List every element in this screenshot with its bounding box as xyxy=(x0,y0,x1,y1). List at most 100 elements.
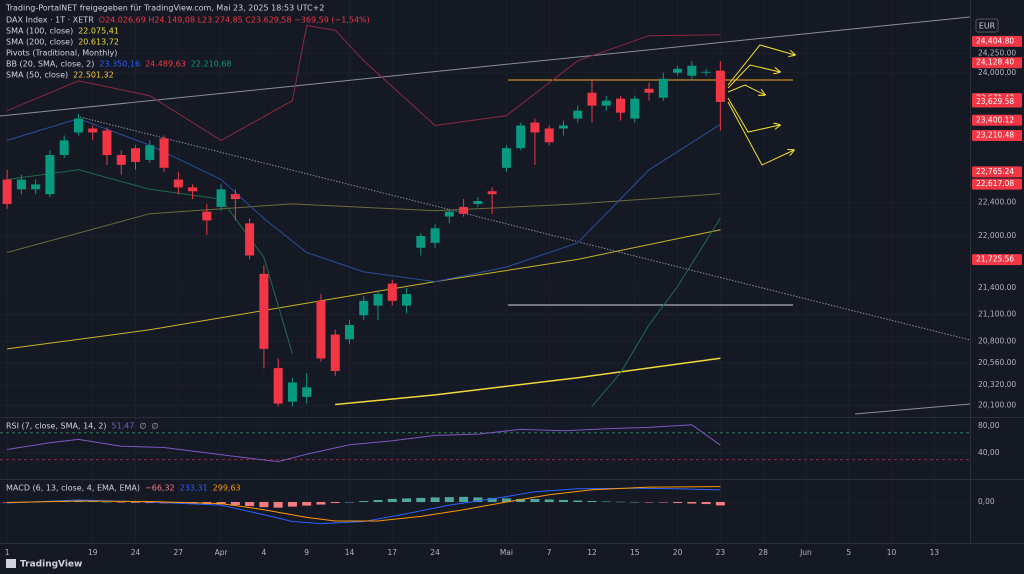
indicator-title: MACD (6, 13, close, 4, EMA, EMA) xyxy=(6,484,140,493)
brand: TradingView xyxy=(20,560,82,570)
x-tick-label: 9 xyxy=(304,548,309,557)
x-tick-label: Mai xyxy=(500,548,513,557)
price-badge-label: 21,725.56 xyxy=(976,255,1014,264)
currency-box xyxy=(975,18,999,33)
candle-body xyxy=(88,128,98,133)
currency: EUR xyxy=(979,22,996,31)
candle-body xyxy=(658,78,668,98)
candle-body xyxy=(630,98,640,119)
histogram-bar xyxy=(402,498,412,503)
candle-body xyxy=(558,125,568,129)
candle-body xyxy=(173,179,183,188)
price-badge-label: 22,617.08 xyxy=(976,179,1014,188)
histogram-bar xyxy=(273,502,283,508)
legend-value: −66,32 xyxy=(145,484,175,493)
arrow xyxy=(727,64,780,89)
candle-body xyxy=(601,100,611,106)
x-tick-label: 13 xyxy=(930,548,940,557)
candle-body xyxy=(116,155,126,165)
overlay-line xyxy=(335,357,721,406)
legend-value: 20.613,72 xyxy=(78,38,119,47)
legend-name: SMA (50, close) xyxy=(6,71,68,80)
histogram-bar xyxy=(131,502,141,503)
y-tick-label: 20,560.00 xyxy=(978,358,1016,367)
histogram-bar xyxy=(673,502,683,504)
x-tick-label: 24 xyxy=(430,548,440,557)
x-tick-label: 4 xyxy=(262,548,267,557)
histogram-bar xyxy=(88,501,98,503)
candle-body xyxy=(259,273,269,349)
candle-body xyxy=(387,283,397,301)
price-badge-label: 23,629.58 xyxy=(976,97,1014,106)
candle-body xyxy=(159,138,169,168)
x-tick-label: 10 xyxy=(887,548,897,557)
brand-logo xyxy=(6,559,16,568)
candle-body xyxy=(31,184,41,190)
trend-line xyxy=(0,16,971,117)
candle-body xyxy=(573,110,583,119)
arrows xyxy=(727,44,795,166)
candle-body xyxy=(544,128,554,143)
price-badge-label: 23,400.12 xyxy=(976,115,1014,124)
histogram-bar xyxy=(359,500,369,503)
legend-value: 22.075,41 xyxy=(78,27,119,36)
histogram-bar xyxy=(230,502,240,506)
histogram-bar xyxy=(501,498,511,503)
symbol: DAX Index · 1T · XETR xyxy=(6,16,94,25)
histogram-bar xyxy=(116,502,126,503)
x-tick-label: 12 xyxy=(587,548,597,557)
candle-body xyxy=(373,294,383,306)
candle-body xyxy=(216,189,226,207)
legend-value: ∅ xyxy=(151,422,158,431)
ohlc-text: O24.026,69 H24.149,08 L23.274,85 C23.629… xyxy=(99,16,370,25)
histogram-bar xyxy=(459,496,469,503)
histogram-bar xyxy=(487,497,497,503)
x-tick-label: 7 xyxy=(547,548,552,557)
price-badge xyxy=(972,114,1022,126)
candle-body xyxy=(587,92,597,106)
price-badge xyxy=(972,166,1022,178)
legend-name: SMA (200, close) xyxy=(6,38,73,47)
x-tick-label: 1 xyxy=(5,548,10,557)
legend-value: 24.489,63 xyxy=(145,60,186,69)
histogram-bar xyxy=(544,499,554,503)
arrow xyxy=(727,84,765,95)
x-tick-label: 17 xyxy=(388,548,398,557)
trend-line xyxy=(854,403,971,415)
price-badge xyxy=(972,57,1022,69)
y-tick-label: 24,250.00 xyxy=(978,48,1016,57)
histogram-bar xyxy=(687,502,697,504)
overlay-line xyxy=(7,229,721,350)
rsi-line xyxy=(7,424,721,463)
histogram-bar xyxy=(73,500,83,503)
x-tick-label: 24 xyxy=(131,548,141,557)
price-badge xyxy=(972,254,1022,266)
candle-body xyxy=(131,148,141,162)
marks xyxy=(2,24,725,525)
candle-body xyxy=(459,206,469,214)
candle-body xyxy=(273,368,283,404)
candle-body xyxy=(530,122,540,133)
candle-body xyxy=(473,201,483,204)
histogram-bar xyxy=(259,502,269,508)
histogram-bar xyxy=(573,500,583,503)
y-tick-label: 24,000.00 xyxy=(978,68,1016,77)
histogram-bar xyxy=(102,502,112,503)
x-tick-label: Jun xyxy=(799,548,812,557)
y-tick-label: 20,100.00 xyxy=(978,401,1016,410)
x-tick-label: 28 xyxy=(758,548,768,557)
candle-body xyxy=(644,88,654,93)
x-tick-label: 15 xyxy=(630,548,640,557)
candle-body xyxy=(501,148,511,168)
candle-body xyxy=(45,155,55,195)
candle-body xyxy=(59,140,69,156)
candle-body xyxy=(687,65,697,76)
candle-body xyxy=(516,125,526,149)
legend: Trading-PortalNET freigegeben für Tradin… xyxy=(5,4,370,493)
candle-body xyxy=(330,334,340,372)
legend-name: SMA (100, close) xyxy=(6,27,73,36)
legend-value: 51,47 xyxy=(112,422,135,431)
candle-body xyxy=(444,211,454,217)
